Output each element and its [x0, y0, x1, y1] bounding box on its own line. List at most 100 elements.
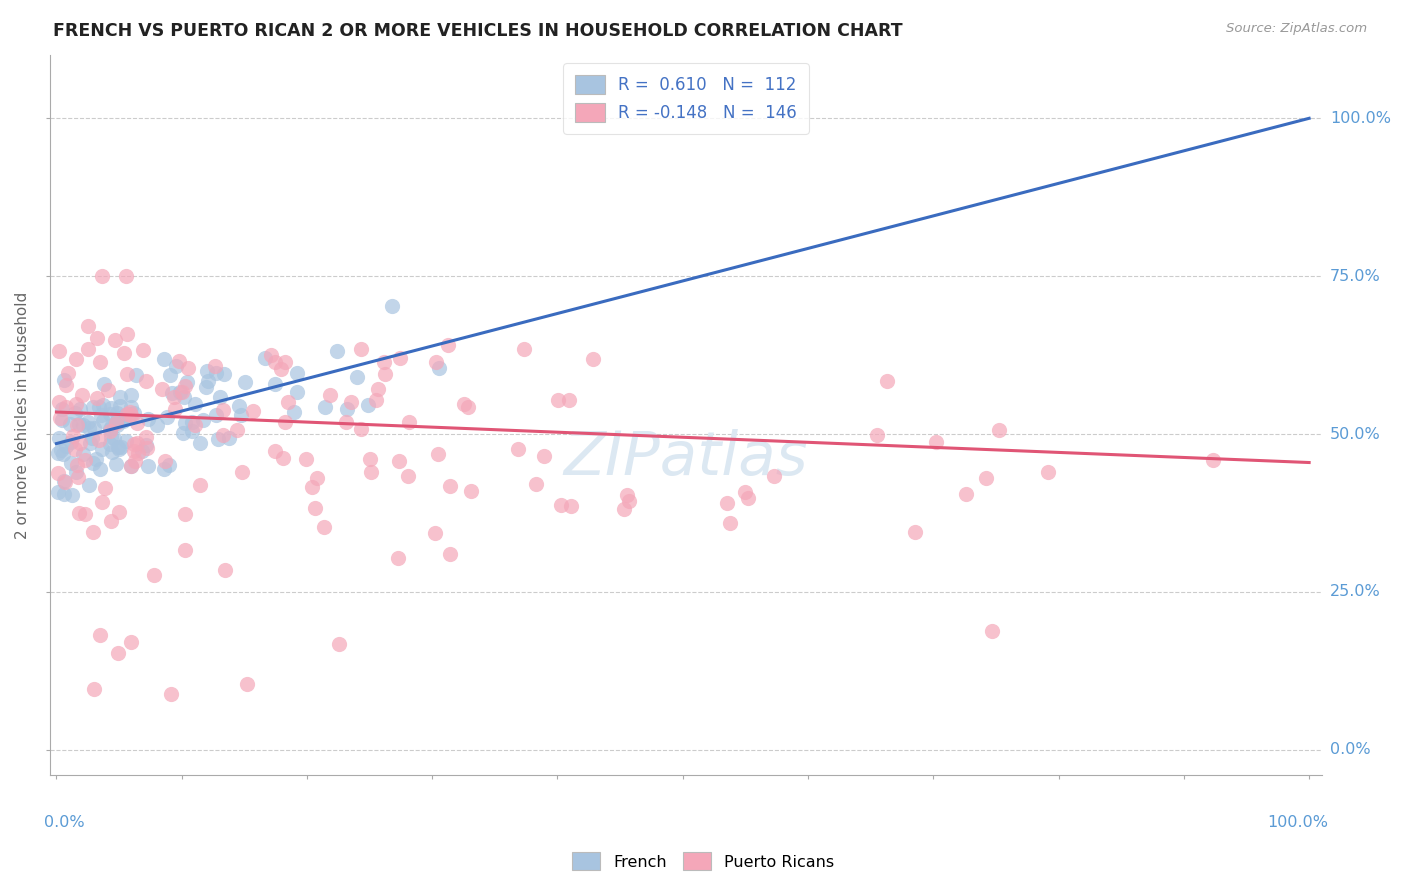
Point	[112, 409, 135, 424]
Point	[91, 398, 114, 412]
Point	[93, 377, 115, 392]
Point	[122, 406, 145, 420]
Point	[48, 343, 70, 358]
Point	[76, 342, 98, 356]
Point	[115, 407, 138, 421]
Point	[264, 376, 287, 391]
Point	[242, 403, 264, 417]
Point	[105, 405, 128, 419]
Point	[357, 398, 380, 412]
Point	[65, 351, 87, 366]
Point	[264, 444, 287, 458]
Point	[108, 399, 131, 413]
Point	[122, 437, 145, 451]
Point	[127, 446, 149, 460]
Point	[66, 458, 89, 472]
Point	[90, 408, 112, 422]
Point	[218, 431, 240, 445]
Point	[115, 408, 138, 422]
Point	[51, 413, 73, 427]
Text: 50.0%: 50.0%	[1330, 426, 1381, 442]
Point	[174, 379, 197, 393]
Point	[122, 443, 145, 458]
Text: 0.0%: 0.0%	[44, 814, 84, 830]
Point	[86, 331, 108, 345]
Point	[925, 435, 948, 450]
Point	[191, 412, 214, 426]
Point	[104, 457, 127, 471]
Point	[513, 342, 536, 356]
Point	[52, 447, 75, 461]
Point	[52, 486, 75, 500]
Point	[60, 435, 83, 450]
Point	[49, 411, 72, 425]
Point	[876, 374, 898, 388]
Point	[167, 353, 190, 368]
Point	[866, 428, 889, 442]
Point	[84, 452, 107, 467]
Point	[374, 368, 396, 382]
Point	[94, 481, 117, 495]
Point	[100, 514, 122, 528]
Point	[616, 487, 638, 501]
Point	[271, 450, 294, 465]
Point	[115, 269, 138, 284]
Point	[274, 354, 297, 368]
Point	[159, 368, 181, 383]
Point	[547, 392, 569, 407]
Point	[314, 520, 336, 534]
Text: ZIPatlas: ZIPatlas	[564, 429, 808, 488]
Point	[225, 423, 247, 437]
Text: FRENCH VS PUERTO RICAN 2 OR MORE VEHICLES IN HOUSEHOLD CORRELATION CHART: FRENCH VS PUERTO RICAN 2 OR MORE VEHICLE…	[53, 22, 903, 40]
Point	[165, 359, 187, 373]
Point	[87, 434, 110, 448]
Point	[107, 442, 129, 457]
Point	[107, 412, 129, 426]
Point	[955, 487, 977, 501]
Point	[91, 442, 114, 456]
Point	[169, 385, 191, 400]
Text: 100.0%: 100.0%	[1267, 814, 1329, 830]
Point	[101, 418, 124, 433]
Point	[174, 416, 197, 430]
Point	[194, 379, 217, 393]
Point	[110, 390, 132, 404]
Point	[263, 354, 285, 368]
Point	[439, 547, 461, 561]
Point	[381, 299, 404, 313]
Point	[163, 390, 186, 404]
Point	[346, 370, 368, 384]
Point	[737, 491, 759, 505]
Point	[274, 416, 297, 430]
Point	[214, 368, 236, 382]
Point	[987, 423, 1010, 437]
Point	[388, 351, 411, 365]
Point	[260, 347, 283, 361]
Point	[63, 442, 86, 456]
Point	[49, 442, 72, 457]
Point	[72, 447, 94, 461]
Point	[51, 402, 73, 417]
Point	[457, 400, 479, 414]
Point	[98, 437, 121, 451]
Point	[59, 417, 82, 431]
Point	[160, 687, 183, 701]
Point	[359, 451, 381, 466]
Point	[83, 682, 105, 697]
Point	[427, 360, 450, 375]
Point	[207, 432, 229, 446]
Point	[104, 334, 127, 348]
Point	[91, 494, 114, 508]
Point	[56, 366, 79, 380]
Point	[367, 382, 389, 396]
Point	[212, 403, 235, 417]
Point	[163, 402, 186, 417]
Point	[87, 400, 110, 414]
Point	[62, 429, 84, 443]
Point	[118, 405, 141, 419]
Point	[103, 431, 125, 445]
Point	[101, 444, 124, 458]
Point	[294, 451, 316, 466]
Point	[174, 542, 197, 557]
Point	[437, 338, 460, 352]
